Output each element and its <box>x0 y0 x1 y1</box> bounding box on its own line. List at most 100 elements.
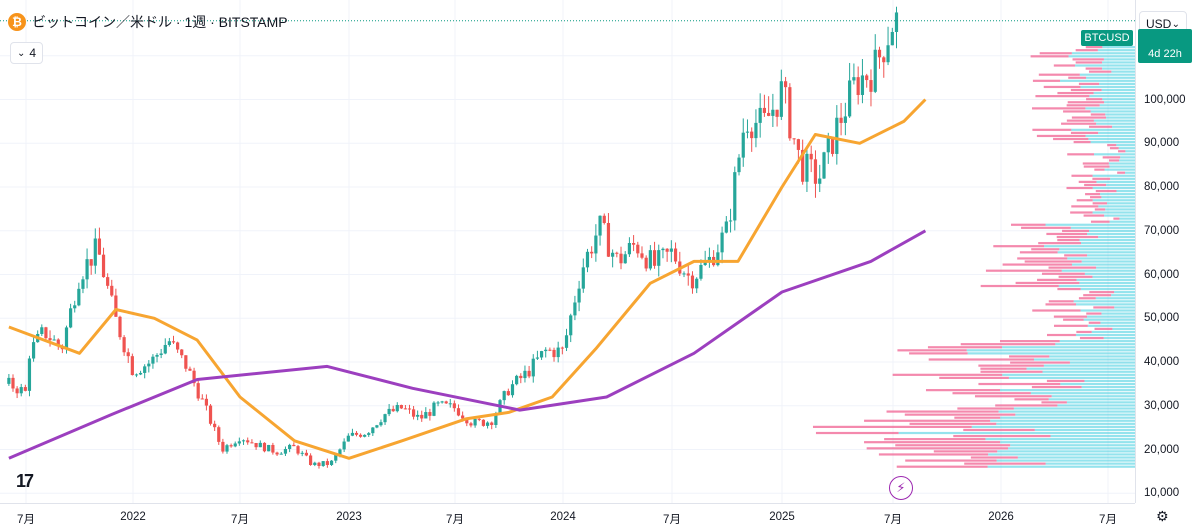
volume-profile-down-bar <box>1075 61 1103 64</box>
volume-profile-down-bar <box>1073 140 1091 144</box>
volume-profile-up-bar <box>1112 327 1135 330</box>
volume-profile-up-bar <box>1086 76 1135 79</box>
volume-profile-up-bar <box>1049 355 1135 358</box>
lightning-icon[interactable]: ⚡ <box>889 476 913 500</box>
volume-profile-up-bar <box>1013 407 1135 410</box>
time-tick-label: 2022 <box>120 511 146 523</box>
volume-profile-down-bar <box>1032 309 1081 312</box>
volume-profile-down-bar <box>1078 82 1100 85</box>
candle-up <box>163 344 167 354</box>
price-axis[interactable]: 10,000 20,000 30,000 40,000 50,000 60,000 70,0… <box>1135 0 1200 503</box>
volume-profile-up-bar <box>1102 67 1135 70</box>
candle-up <box>716 252 720 266</box>
volume-profile-down-bar <box>1102 156 1121 159</box>
volume-profile-up-bar <box>1033 358 1135 361</box>
volume-profile-up-bar <box>1112 125 1135 128</box>
candle-down <box>519 375 523 379</box>
candle-up <box>300 452 304 454</box>
volume-profile-up-bar <box>996 459 1135 462</box>
candle-down <box>188 368 192 371</box>
volume-profile-up-bar <box>1071 128 1135 131</box>
candle-up <box>682 273 686 275</box>
candle-down <box>126 352 130 357</box>
settings-gear-icon[interactable]: ⚙ <box>1156 508 1169 524</box>
time-axis[interactable]: 7月 2022 7月 2023 7月 2024 7月 2025 7月 2026 7月 <box>0 503 1135 531</box>
candle-up <box>233 443 237 447</box>
candle-up <box>338 449 342 455</box>
symbol-price-label: BTCUSD <box>1081 30 1133 46</box>
volume-profile-up-bar <box>1074 64 1135 67</box>
candle-down <box>204 398 209 406</box>
volume-profile-down-bar <box>1092 202 1108 205</box>
candle-up <box>822 152 826 179</box>
volume-profile-down-bar <box>1079 336 1104 340</box>
volume-profile-up-bar <box>1008 376 1135 379</box>
volume-profile-up-bar <box>1087 232 1135 236</box>
candle-down <box>213 423 217 428</box>
volume-profile-down-bar <box>927 346 1003 349</box>
candle-down <box>110 285 114 296</box>
volume-profile-up-bar <box>1116 189 1135 193</box>
volume-profile-up-bar <box>898 431 1135 435</box>
volume-profile-down-bar <box>815 431 899 435</box>
candle-down <box>254 442 258 448</box>
symbol-legend[interactable]: ₿ ビットコイン／米ドル · 1週 · BITSTAMP <box>8 12 288 32</box>
volume-profile-down-bar <box>964 462 1046 465</box>
volume-profile-up-bar <box>1092 275 1135 278</box>
volume-profile-up-bar <box>1094 153 1135 156</box>
candle-down <box>882 57 886 63</box>
volume-profile-down-bar <box>1037 278 1077 281</box>
volume-profile-down-bar <box>925 389 1001 392</box>
candle-down <box>89 259 93 266</box>
volume-profile-up-bar <box>1092 199 1135 202</box>
candle-down <box>452 403 456 409</box>
candle-up <box>367 433 371 435</box>
plot-area[interactable] <box>0 0 1135 503</box>
volume-profile-up-bar <box>1050 434 1135 438</box>
volume-profile-down-bar <box>995 404 1058 407</box>
volume-profile-down-bar <box>953 434 1051 438</box>
volume-profile-up-bar <box>1069 361 1135 364</box>
candle-down <box>118 316 122 338</box>
volume-profile-down-bar <box>1053 324 1088 327</box>
candle-up <box>313 462 317 465</box>
candle-up <box>699 264 703 279</box>
volume-profile-down-bar <box>1032 128 1072 131</box>
candle-up <box>535 357 540 359</box>
candle-up <box>151 356 155 364</box>
volume-profile-up-bar <box>1106 116 1135 119</box>
volume-profile-down-bar <box>1014 398 1049 401</box>
candle-up <box>510 384 515 396</box>
candle-up <box>733 172 737 221</box>
volume-profile-down-bar <box>978 382 1061 386</box>
candle-up <box>334 454 338 461</box>
volume-profile-down-bar <box>884 438 986 441</box>
candle-down <box>221 441 225 452</box>
volume-profile-down-bar <box>1062 229 1090 232</box>
candle-up <box>569 315 573 336</box>
volume-profile-up-bar <box>990 419 1135 422</box>
volume-profile-up-bar <box>1124 171 1135 174</box>
volume-profile-down-bar <box>1046 232 1088 236</box>
volume-profile-up-bar <box>1091 330 1135 334</box>
candle-up <box>779 81 783 117</box>
candle-down <box>44 327 48 339</box>
candle-up <box>40 327 44 334</box>
candle-down <box>877 49 882 58</box>
candle-up <box>805 153 809 182</box>
candle-up <box>288 444 292 449</box>
volume-profile-up-bar <box>997 450 1135 453</box>
tradingview-logo[interactable]: 17 <box>16 471 34 491</box>
candle-up <box>52 339 56 341</box>
volume-profile-down-bar <box>864 419 991 422</box>
volume-profile-down-bar <box>974 395 1052 398</box>
volume-profile-down-bar <box>909 422 997 425</box>
time-tick-label: 7月 <box>1099 514 1117 526</box>
candle-down <box>469 423 473 426</box>
volume-profile-up-bar <box>1008 447 1135 450</box>
candle-down <box>271 444 275 453</box>
volume-profile-down-bar <box>1082 162 1109 165</box>
time-tick-label: 7月 <box>446 514 464 526</box>
volume-profile-down-bar <box>1010 361 1070 364</box>
indicators-toggle-button[interactable]: ⌄ 4 <box>10 42 44 64</box>
